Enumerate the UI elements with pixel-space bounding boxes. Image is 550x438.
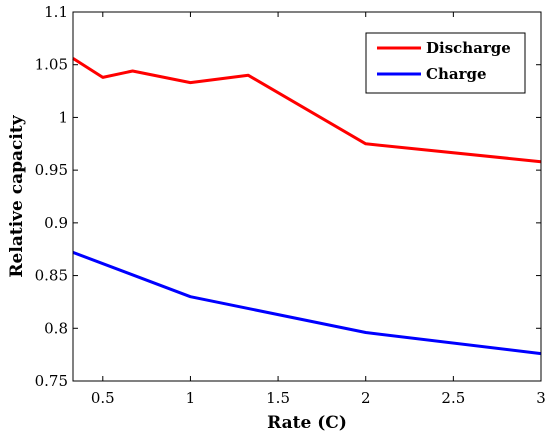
x-axis-title: Rate (C) xyxy=(267,413,347,433)
y-axis: 0.75 0.8 0.85 0.9 0.95 1 1.05 1.1 xyxy=(35,3,541,390)
legend-label-charge: Charge xyxy=(426,65,487,83)
y-tick-label: 0.9 xyxy=(44,214,68,232)
x-tick-label: 3 xyxy=(536,389,546,407)
x-tick-label: 1 xyxy=(186,389,196,407)
x-axis: 0.5 1 1.5 2 2.5 3 xyxy=(91,12,546,407)
y-tick-label: 0.8 xyxy=(44,319,68,337)
series-line-discharge xyxy=(72,57,542,164)
legend: Discharge Charge xyxy=(365,32,526,94)
y-tick-label: 1.05 xyxy=(35,56,68,74)
y-tick-label: 0.85 xyxy=(35,267,68,285)
y-axis-title: Relative capacity xyxy=(7,114,27,277)
x-tick-label: 2.5 xyxy=(441,389,465,407)
series-line-charge xyxy=(72,250,542,356)
x-tick-label: 2 xyxy=(361,389,371,407)
y-tick-label: 0.95 xyxy=(35,161,68,179)
plot-frame xyxy=(72,11,542,382)
x-tick-label: 0.5 xyxy=(91,389,115,407)
series-layer xyxy=(72,57,542,356)
legend-label-discharge: Discharge xyxy=(426,39,511,57)
y-tick-label: 0.75 xyxy=(35,372,68,390)
x-tick-label: 1.5 xyxy=(266,389,290,407)
y-tick-label: 1 xyxy=(58,108,68,126)
legend-box xyxy=(365,32,526,94)
y-tick-label: 1.1 xyxy=(44,3,68,21)
